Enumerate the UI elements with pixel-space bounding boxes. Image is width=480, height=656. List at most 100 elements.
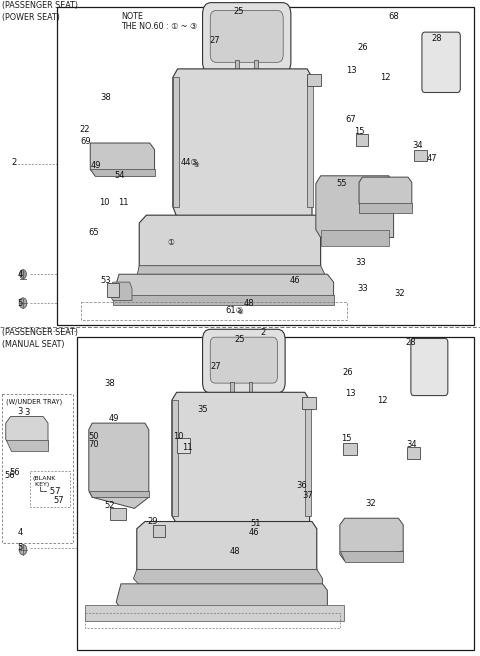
- Polygon shape: [116, 584, 327, 609]
- FancyBboxPatch shape: [210, 10, 283, 62]
- Text: 13: 13: [346, 66, 357, 75]
- Polygon shape: [316, 176, 394, 237]
- Circle shape: [163, 232, 178, 253]
- Bar: [57, 7, 474, 325]
- Text: 10: 10: [99, 197, 110, 207]
- Text: 70: 70: [89, 440, 99, 449]
- Circle shape: [241, 375, 247, 383]
- Text: 49: 49: [91, 161, 101, 170]
- Text: (W/UNDER TRAY): (W/UNDER TRAY): [6, 399, 62, 405]
- Text: 61②: 61②: [225, 306, 243, 316]
- Text: 25: 25: [235, 335, 245, 344]
- Text: 4: 4: [18, 528, 23, 537]
- Text: ②: ②: [237, 310, 243, 315]
- Text: 28: 28: [405, 338, 416, 347]
- Text: 25: 25: [234, 7, 244, 16]
- Bar: [343, 443, 357, 455]
- Text: 33: 33: [356, 258, 366, 267]
- FancyBboxPatch shape: [210, 337, 277, 383]
- Polygon shape: [173, 69, 312, 216]
- Bar: [356, 134, 368, 146]
- Circle shape: [111, 390, 116, 397]
- Text: 26: 26: [357, 43, 368, 52]
- FancyBboxPatch shape: [203, 329, 285, 393]
- Text: 67: 67: [345, 115, 356, 124]
- Text: 53: 53: [100, 276, 111, 285]
- Polygon shape: [6, 440, 48, 451]
- Text: 55: 55: [336, 179, 347, 188]
- Polygon shape: [249, 382, 252, 394]
- Text: 3: 3: [24, 408, 30, 417]
- Text: 32: 32: [365, 499, 376, 508]
- Circle shape: [293, 279, 300, 288]
- Text: 57: 57: [53, 496, 64, 505]
- Polygon shape: [172, 392, 310, 523]
- Polygon shape: [321, 230, 389, 246]
- Circle shape: [247, 55, 252, 63]
- Text: 54: 54: [115, 171, 125, 180]
- Text: 3: 3: [17, 407, 23, 417]
- Text: 12: 12: [377, 396, 388, 405]
- Text: 29: 29: [147, 517, 158, 526]
- Polygon shape: [235, 60, 239, 71]
- FancyBboxPatch shape: [203, 3, 291, 73]
- Circle shape: [126, 174, 132, 182]
- Circle shape: [90, 131, 95, 138]
- Text: 68: 68: [388, 12, 399, 21]
- Bar: [118, 8, 240, 44]
- Circle shape: [330, 192, 351, 221]
- Text: 35: 35: [197, 405, 208, 415]
- Circle shape: [251, 522, 258, 531]
- Circle shape: [139, 154, 147, 165]
- Text: 11: 11: [118, 197, 128, 207]
- Text: 49: 49: [109, 414, 120, 423]
- Text: 38: 38: [100, 92, 111, 102]
- Text: 2: 2: [261, 328, 265, 337]
- Polygon shape: [359, 177, 412, 209]
- Text: 27: 27: [211, 361, 221, 371]
- Text: 46: 46: [290, 276, 300, 285]
- Text: (BLANK
 KEY): (BLANK KEY): [33, 476, 56, 487]
- Circle shape: [221, 363, 228, 372]
- Text: ①: ①: [167, 238, 174, 247]
- Polygon shape: [89, 423, 149, 508]
- Text: 27: 27: [210, 36, 220, 45]
- Text: (PASSENGER SEAT)
(MANUAL SEAT): (PASSENGER SEAT) (MANUAL SEAT): [2, 328, 78, 349]
- Bar: [77, 337, 474, 650]
- Circle shape: [225, 45, 231, 54]
- Polygon shape: [90, 169, 155, 176]
- Text: 44③: 44③: [181, 158, 199, 167]
- Text: THE NO.60 : ① ~ ③: THE NO.60 : ① ~ ③: [121, 22, 198, 31]
- Text: 10: 10: [173, 432, 184, 441]
- Polygon shape: [340, 551, 403, 562]
- Text: 34: 34: [407, 440, 417, 449]
- Text: 65: 65: [88, 228, 99, 237]
- Bar: [81, 302, 347, 320]
- Text: 15: 15: [341, 434, 352, 443]
- Bar: [177, 438, 190, 453]
- Text: 34: 34: [412, 141, 423, 150]
- FancyBboxPatch shape: [422, 32, 460, 92]
- Bar: [153, 525, 165, 537]
- Circle shape: [352, 192, 373, 221]
- Text: 32: 32: [394, 289, 405, 298]
- Text: 38: 38: [104, 379, 115, 388]
- Circle shape: [106, 107, 111, 113]
- Text: 33: 33: [358, 284, 368, 293]
- Text: NOTE: NOTE: [121, 12, 144, 21]
- Circle shape: [234, 304, 246, 320]
- Text: 52: 52: [104, 501, 115, 510]
- Text: 12: 12: [380, 73, 391, 82]
- Polygon shape: [89, 491, 149, 497]
- Circle shape: [226, 56, 230, 62]
- Text: 5: 5: [18, 543, 23, 552]
- Bar: [85, 605, 344, 621]
- Polygon shape: [359, 203, 412, 213]
- Bar: [307, 74, 321, 86]
- Polygon shape: [305, 400, 311, 516]
- Polygon shape: [6, 417, 48, 446]
- Polygon shape: [254, 60, 258, 71]
- Text: 56: 56: [5, 471, 15, 480]
- FancyBboxPatch shape: [411, 338, 448, 396]
- Text: (PASSENGER SEAT)
(POWER SEAT): (PASSENGER SEAT) (POWER SEAT): [2, 1, 78, 22]
